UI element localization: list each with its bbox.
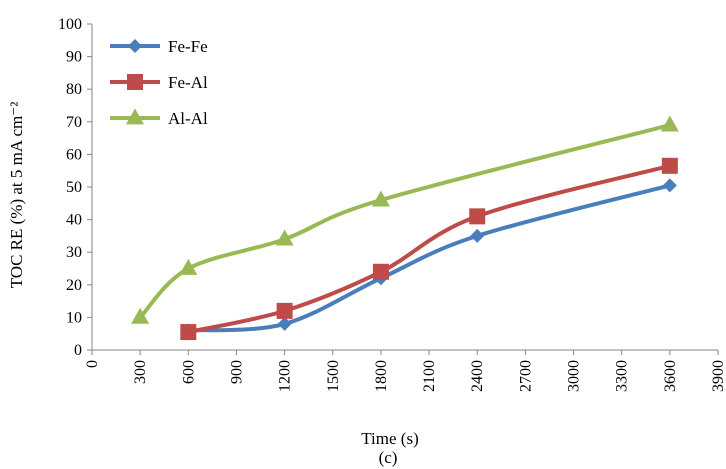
- data-point-fe-al: [372, 263, 389, 280]
- legend-label-fe-al: Fe-Al: [168, 73, 208, 92]
- x-tick-label: 600: [180, 360, 197, 384]
- legend-marker-fe-fe: [128, 39, 142, 53]
- y-tick-label: 100: [58, 16, 82, 33]
- y-tick-label: 50: [66, 179, 82, 196]
- legend-marker-al-al: [126, 108, 144, 125]
- data-point-fe-fe: [277, 316, 292, 331]
- x-tick-label: 3900: [710, 360, 726, 392]
- data-point-fe-al: [276, 302, 293, 319]
- y-axis-ticks: 0 10 20 30 40 50 60 70 80 90 100: [58, 16, 92, 359]
- x-tick-label: 900: [228, 360, 245, 384]
- data-point-al-al: [131, 307, 150, 324]
- data-point-fe-fe: [470, 228, 485, 243]
- series-line-al-al: [138, 123, 672, 320]
- data-point-al-al: [660, 115, 679, 132]
- y-tick-label: 60: [66, 146, 82, 163]
- x-tick-label: 3300: [614, 360, 631, 392]
- x-tick-label: 1500: [325, 360, 342, 392]
- data-point-al-al: [275, 229, 294, 246]
- series-markers: [131, 115, 679, 341]
- x-tick-label: 1800: [373, 360, 390, 392]
- y-tick-label: 20: [66, 277, 82, 294]
- data-point-al-al: [371, 190, 390, 207]
- figure-caption: (c): [379, 448, 398, 467]
- data-point-fe-al: [469, 208, 486, 225]
- x-tick-label: 3600: [662, 360, 679, 392]
- legend-label-fe-fe: Fe-Fe: [168, 37, 208, 56]
- y-axis-title: TOC RE (%) at 5 mA cm⁻²: [7, 102, 26, 289]
- series-line-fe-al: [186, 163, 672, 335]
- data-point-al-al: [179, 258, 198, 275]
- legend-label-al-al: Al-Al: [168, 109, 208, 128]
- x-tick-label: 0: [84, 360, 101, 368]
- y-tick-label: 90: [66, 49, 82, 66]
- x-axis-ticks: 0 300 600 900 1200 1500 1800 2100 2400 2700 3000 33…: [84, 350, 726, 392]
- x-tick-label: 300: [132, 360, 149, 384]
- data-point-fe-al: [661, 157, 678, 174]
- x-tick-label: 2400: [469, 360, 486, 392]
- y-tick-label: 40: [66, 212, 82, 229]
- x-axis-title: Time (s): [361, 429, 418, 448]
- x-tick-label: 2700: [517, 360, 534, 392]
- y-tick-label: 0: [74, 342, 82, 359]
- x-tick-label: 2100: [421, 360, 438, 392]
- data-point-fe-al: [180, 324, 197, 341]
- y-tick-label: 80: [66, 81, 82, 98]
- series-lines: [138, 123, 672, 335]
- series-line-fe-fe: [186, 183, 672, 333]
- y-tick-label: 10: [66, 309, 82, 326]
- y-tick-label: 70: [66, 114, 82, 131]
- x-tick-label: 1200: [277, 360, 294, 392]
- data-point-fe-fe: [662, 178, 677, 193]
- legend: Fe-Fe Fe-Al Al-Al: [110, 37, 208, 128]
- x-tick-label: 3000: [566, 360, 583, 392]
- legend-marker-fe-al: [127, 74, 143, 90]
- y-tick-label: 30: [66, 244, 82, 261]
